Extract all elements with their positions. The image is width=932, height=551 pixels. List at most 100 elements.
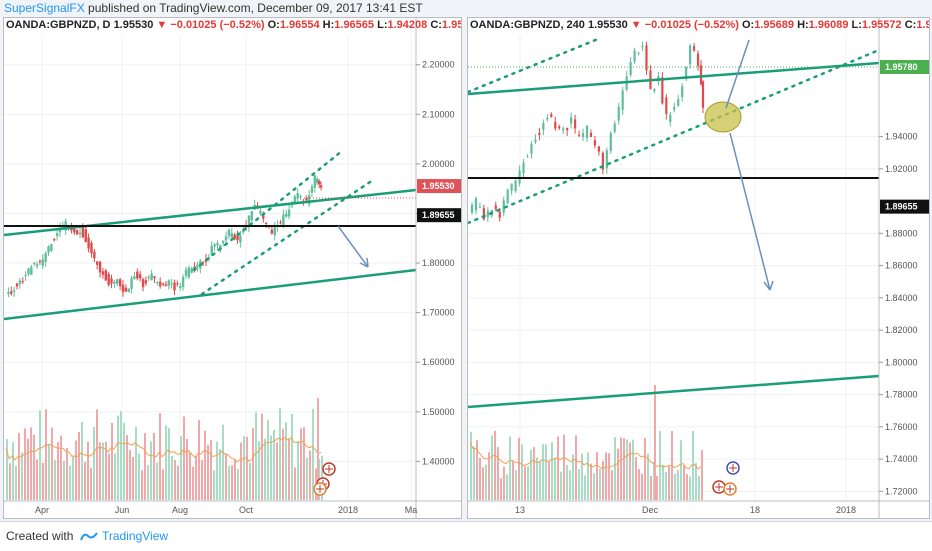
volume-bar bbox=[237, 468, 239, 500]
candle-body bbox=[558, 126, 561, 129]
candle-body bbox=[293, 196, 296, 204]
y-tick-label: 1.76000 bbox=[885, 422, 918, 432]
h4-chart-panel[interactable]: 1.94000 1.92000 1.88000 1.86000 1.84000 1.820… bbox=[467, 17, 930, 519]
volume-bar bbox=[689, 476, 691, 500]
volume-bar bbox=[300, 428, 302, 500]
volume-bar bbox=[147, 464, 149, 500]
candle-body bbox=[116, 279, 119, 284]
volume-bar bbox=[599, 468, 601, 500]
volume-bar bbox=[240, 442, 242, 500]
volume-bar bbox=[668, 466, 670, 500]
candle-body bbox=[7, 292, 10, 294]
daily-low: 1.94208 bbox=[387, 19, 428, 31]
volume-bar bbox=[189, 452, 191, 500]
candle-body bbox=[681, 86, 684, 97]
volume-bar bbox=[81, 421, 83, 500]
volume-bar bbox=[66, 448, 68, 500]
created-with-label: Created with bbox=[6, 529, 74, 543]
volume-bar bbox=[488, 452, 490, 500]
candle-body bbox=[118, 279, 122, 287]
candle-body bbox=[78, 232, 82, 235]
volume-bar bbox=[186, 438, 188, 500]
volume-bar bbox=[171, 455, 173, 500]
candle-body bbox=[201, 261, 205, 263]
candle-body bbox=[247, 215, 251, 228]
volume-bar bbox=[665, 471, 667, 500]
candle-body bbox=[502, 200, 505, 213]
candle-body bbox=[144, 280, 148, 284]
volume-bar bbox=[515, 470, 517, 500]
candle-body bbox=[233, 234, 236, 240]
candle-body bbox=[12, 290, 16, 292]
volume-bar bbox=[114, 453, 116, 500]
h4-high: 1.96089 bbox=[808, 19, 849, 31]
volume-bar bbox=[36, 459, 38, 500]
h4-last-price: 1.95530 bbox=[587, 19, 628, 31]
y-tick-label: 1.86000 bbox=[885, 261, 918, 271]
volume-bar bbox=[63, 460, 65, 500]
volume-bar bbox=[629, 442, 631, 500]
volume-bar bbox=[75, 440, 77, 500]
volume-bar bbox=[228, 465, 230, 500]
volume-bar bbox=[656, 475, 658, 500]
level-price-tag bbox=[417, 208, 461, 223]
volume-bar bbox=[317, 398, 319, 500]
candle-body bbox=[24, 274, 27, 276]
volume-bar bbox=[126, 435, 128, 500]
candle-body bbox=[53, 239, 56, 241]
candle-body bbox=[138, 274, 142, 279]
volume-bar bbox=[309, 450, 311, 500]
candle-body bbox=[107, 274, 110, 286]
lower-channel-line bbox=[4, 268, 417, 321]
volume-bar bbox=[572, 454, 574, 500]
dotted-channel-upper bbox=[468, 37, 600, 94]
volume-bar bbox=[620, 437, 622, 500]
volume-bar bbox=[219, 449, 221, 500]
candle-body bbox=[597, 146, 600, 152]
volume-bar bbox=[30, 427, 32, 500]
volume-bar bbox=[593, 473, 595, 500]
volume-bar bbox=[575, 435, 577, 500]
candle-body bbox=[259, 210, 262, 214]
y-tick-label: 1.94000 bbox=[885, 132, 918, 142]
candle-body bbox=[30, 266, 33, 275]
candle-body bbox=[101, 271, 105, 275]
volume-bar bbox=[27, 438, 29, 500]
volume-bar bbox=[192, 466, 194, 500]
volume-bar bbox=[273, 429, 275, 500]
candle-body bbox=[222, 240, 225, 244]
volume-bar bbox=[138, 453, 140, 500]
volume-bar bbox=[503, 466, 505, 500]
volume-ma-line bbox=[5, 436, 322, 463]
daily-chart-panel[interactable]: 2.200002.100002.000001.900001.800001.700… bbox=[3, 17, 462, 519]
volume-bar bbox=[530, 449, 532, 500]
volume-bar bbox=[162, 469, 164, 500]
volume-bar bbox=[512, 460, 514, 500]
volume-bar bbox=[662, 464, 664, 500]
volume-bar bbox=[545, 444, 547, 500]
h4-symbol: OANDA:GBPNZD, 240 bbox=[470, 19, 585, 31]
candle-body bbox=[621, 90, 624, 110]
candle-body bbox=[270, 229, 274, 234]
y-tick-label: 1.88000 bbox=[885, 228, 918, 238]
volume-bar bbox=[695, 462, 697, 500]
candle-body bbox=[113, 281, 116, 284]
volume-bar bbox=[108, 453, 110, 500]
volume-bar bbox=[294, 467, 296, 500]
volume-bar bbox=[563, 434, 565, 500]
candle-body bbox=[313, 175, 317, 188]
dotted-channel-lower bbox=[468, 48, 881, 225]
candle-body bbox=[96, 261, 99, 265]
candle-body bbox=[250, 211, 254, 221]
volume-bar bbox=[21, 452, 23, 500]
candle-body bbox=[562, 128, 565, 131]
level-price-label: 1.89655 bbox=[885, 202, 918, 212]
candle-body bbox=[279, 222, 282, 224]
candle-body bbox=[207, 257, 211, 259]
tradingview-link[interactable]: TradingView bbox=[80, 522, 168, 550]
daily-symbol: OANDA:GBPNZD, D bbox=[6, 19, 111, 31]
candle-body bbox=[264, 222, 268, 224]
publisher-name[interactable]: SuperSignalFX bbox=[4, 1, 85, 15]
candle-body bbox=[677, 99, 680, 106]
volume-bar bbox=[701, 450, 703, 500]
